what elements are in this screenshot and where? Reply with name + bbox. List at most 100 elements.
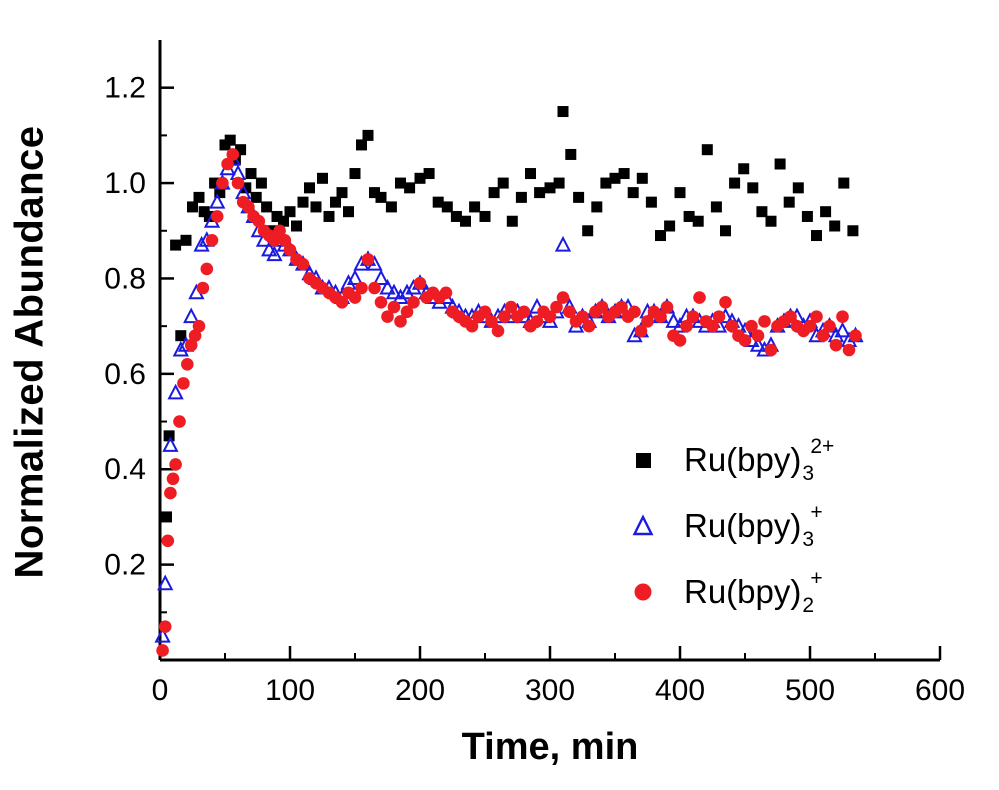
data-point-square — [170, 239, 182, 251]
legend-label-superscript: 2+ — [810, 435, 835, 458]
data-point-circle — [413, 276, 427, 290]
data-point-square — [336, 187, 348, 199]
data-point-square — [209, 177, 221, 189]
data-point-triangle — [154, 626, 171, 643]
data-point-square — [161, 511, 172, 523]
x-axis-label: Time, min — [461, 726, 639, 768]
data-point-circle — [200, 262, 214, 276]
data-point-circle — [582, 319, 596, 333]
data-point-square — [553, 177, 565, 189]
data-point-square — [214, 187, 226, 199]
y-axis-label: Normalized Abundance — [7, 125, 52, 579]
legend-circle-marker-icon — [634, 583, 652, 601]
data-point-square — [557, 106, 569, 118]
data-point-circle — [498, 310, 511, 323]
data-point-circle — [184, 338, 198, 352]
data-point-circle — [296, 257, 310, 271]
data-point-square — [792, 182, 804, 194]
data-point-circle — [816, 329, 830, 342]
data-point-square — [710, 201, 722, 213]
data-point-square — [609, 172, 621, 184]
legend-label-subscript: 3 — [802, 462, 815, 485]
legend-item-rubpy3-2plus: Ru(bpy) 2+ 3 — [628, 436, 834, 485]
legend-label-base: Ru(bpy) — [684, 573, 802, 610]
data-point-circle — [268, 234, 281, 247]
data-point-circle — [842, 343, 856, 357]
data-point-circle — [181, 358, 194, 371]
data-point-square — [488, 187, 500, 199]
data-point-square — [441, 201, 453, 213]
data-point-circle — [738, 334, 752, 347]
data-point-circle — [400, 305, 414, 319]
tick-label: 100 — [265, 674, 315, 707]
tick-label: 200 — [395, 674, 445, 707]
tick-label: 300 — [525, 674, 575, 707]
data-point-square — [534, 187, 546, 199]
data-point-circle — [556, 291, 570, 304]
data-point-circle — [387, 300, 401, 314]
data-point-square — [600, 177, 612, 189]
data-point-triangle — [372, 269, 390, 285]
data-point-circle — [784, 310, 797, 323]
data-point-circle — [693, 291, 706, 304]
data-point-circle — [242, 200, 255, 214]
data-point-circle — [764, 343, 778, 357]
data-point-circle — [283, 243, 297, 257]
data-point-square — [774, 158, 786, 170]
data-point-square — [187, 201, 198, 213]
data-point-circle — [210, 210, 224, 223]
legend-label-scripts: +3 — [802, 502, 822, 550]
legend-triangle-marker-icon — [632, 514, 654, 536]
tick-label: 1.0 — [104, 167, 146, 200]
legend-label-scripts: +2 — [802, 568, 822, 617]
data-point-circle — [156, 644, 169, 657]
data-point-square — [297, 196, 309, 208]
data-point-square — [582, 225, 594, 237]
data-point-square — [838, 177, 850, 189]
legend-square-marker-icon — [636, 453, 651, 468]
data-point-triangle — [385, 283, 403, 300]
data-point-circle — [361, 253, 375, 266]
data-point-circle — [485, 315, 498, 328]
data-point-square — [193, 191, 205, 203]
tick-label: 1.2 — [104, 72, 146, 105]
data-point-square — [783, 196, 795, 208]
data-point-circle — [849, 329, 862, 342]
data-point-circle — [823, 319, 836, 333]
data-point-square — [323, 210, 335, 222]
data-point-triangle — [183, 307, 200, 324]
data-point-square — [636, 172, 648, 184]
data-point-circle — [166, 472, 180, 486]
legend-label-scripts: 2+ 3 — [802, 436, 834, 485]
data-point-circle — [576, 310, 589, 323]
data-point-square — [591, 201, 603, 213]
data-point-circle — [196, 281, 210, 295]
data-point-square — [245, 168, 257, 180]
legend-label-base: Ru(bpy) — [684, 441, 802, 478]
data-point-circle — [192, 319, 206, 333]
data-point-circle — [465, 319, 479, 333]
data-point-triangle — [266, 245, 283, 262]
data-point-circle — [226, 148, 240, 161]
data-point-square — [255, 177, 267, 189]
data-point-square — [573, 191, 585, 203]
data-point-square — [497, 177, 509, 189]
data-point-circle — [654, 310, 667, 323]
data-point-triangle — [554, 235, 572, 252]
data-point-square — [460, 215, 471, 227]
data-point-circle — [205, 234, 219, 247]
data-point-triangle — [172, 340, 189, 357]
data-point-square — [506, 215, 518, 227]
data-point-square — [801, 210, 813, 222]
data-point-circle — [278, 234, 292, 247]
data-point-square — [278, 215, 289, 227]
data-point-square — [701, 144, 713, 156]
data-point-circle — [169, 458, 182, 471]
data-point-circle — [745, 319, 758, 333]
data-point-triangle — [162, 436, 179, 452]
data-point-triangle — [834, 321, 851, 338]
data-point-circle — [368, 281, 381, 295]
legend-label-subscript: 2 — [802, 594, 815, 617]
legend: Ru(bpy) 2+ 3 Ru(bpy) +3 Ru(bpy) +2 — [628, 436, 834, 617]
data-point-circle — [810, 310, 823, 323]
